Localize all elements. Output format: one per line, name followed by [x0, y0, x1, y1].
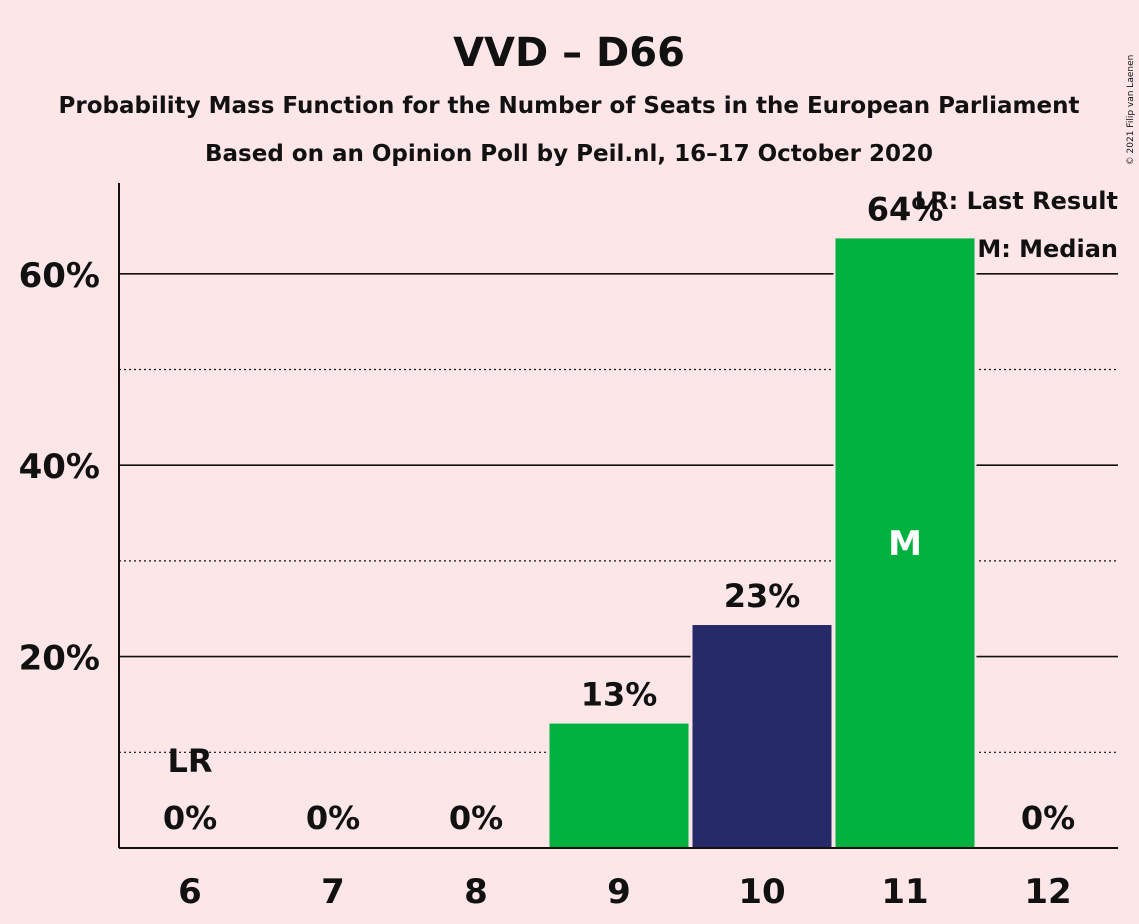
- bar-value-label: 0%: [1021, 799, 1075, 837]
- y-tick-label: 60%: [19, 256, 100, 296]
- bar-value-label: 0%: [449, 799, 503, 837]
- x-tick-label: 11: [881, 872, 928, 912]
- x-tick-label: 10: [738, 872, 785, 912]
- bar-value-label: 64%: [867, 190, 944, 228]
- y-tick-label: 40%: [19, 447, 100, 487]
- bar-value-label: 0%: [306, 799, 360, 837]
- legend-median: M: Median: [977, 235, 1118, 263]
- chart-subtitle: Probability Mass Function for the Number…: [59, 93, 1080, 119]
- chart-subtitle-source: Based on an Opinion Poll by Peil.nl, 16–…: [205, 141, 933, 167]
- last-result-marker: LR: [167, 742, 212, 780]
- bar: [549, 723, 689, 848]
- bar-value-label: 13%: [581, 676, 658, 714]
- legend-last-result: LR: Last Result: [915, 187, 1118, 215]
- x-tick-label: 6: [178, 872, 202, 912]
- chart-title: VVD – D66: [453, 30, 685, 76]
- x-tick-label: 9: [607, 872, 631, 912]
- bar: [835, 238, 975, 849]
- copyright-text: © 2021 Filip van Laenen: [1126, 55, 1136, 166]
- x-tick-label: 8: [464, 872, 488, 912]
- bars: [547, 238, 977, 849]
- bar-value-label: 0%: [163, 799, 217, 837]
- x-tick-label: 7: [321, 872, 345, 912]
- value-labels: 0% LR 6 0% 7 0% 8 13% 9 23% 10 64% M 11 0% 12: [163, 190, 1075, 912]
- median-marker: M: [888, 524, 922, 564]
- axes: [118, 183, 1118, 849]
- bar: [692, 625, 832, 848]
- x-tick-label: 12: [1024, 872, 1071, 912]
- y-tick-label: 20%: [19, 639, 100, 679]
- bar-value-label: 23%: [724, 577, 801, 615]
